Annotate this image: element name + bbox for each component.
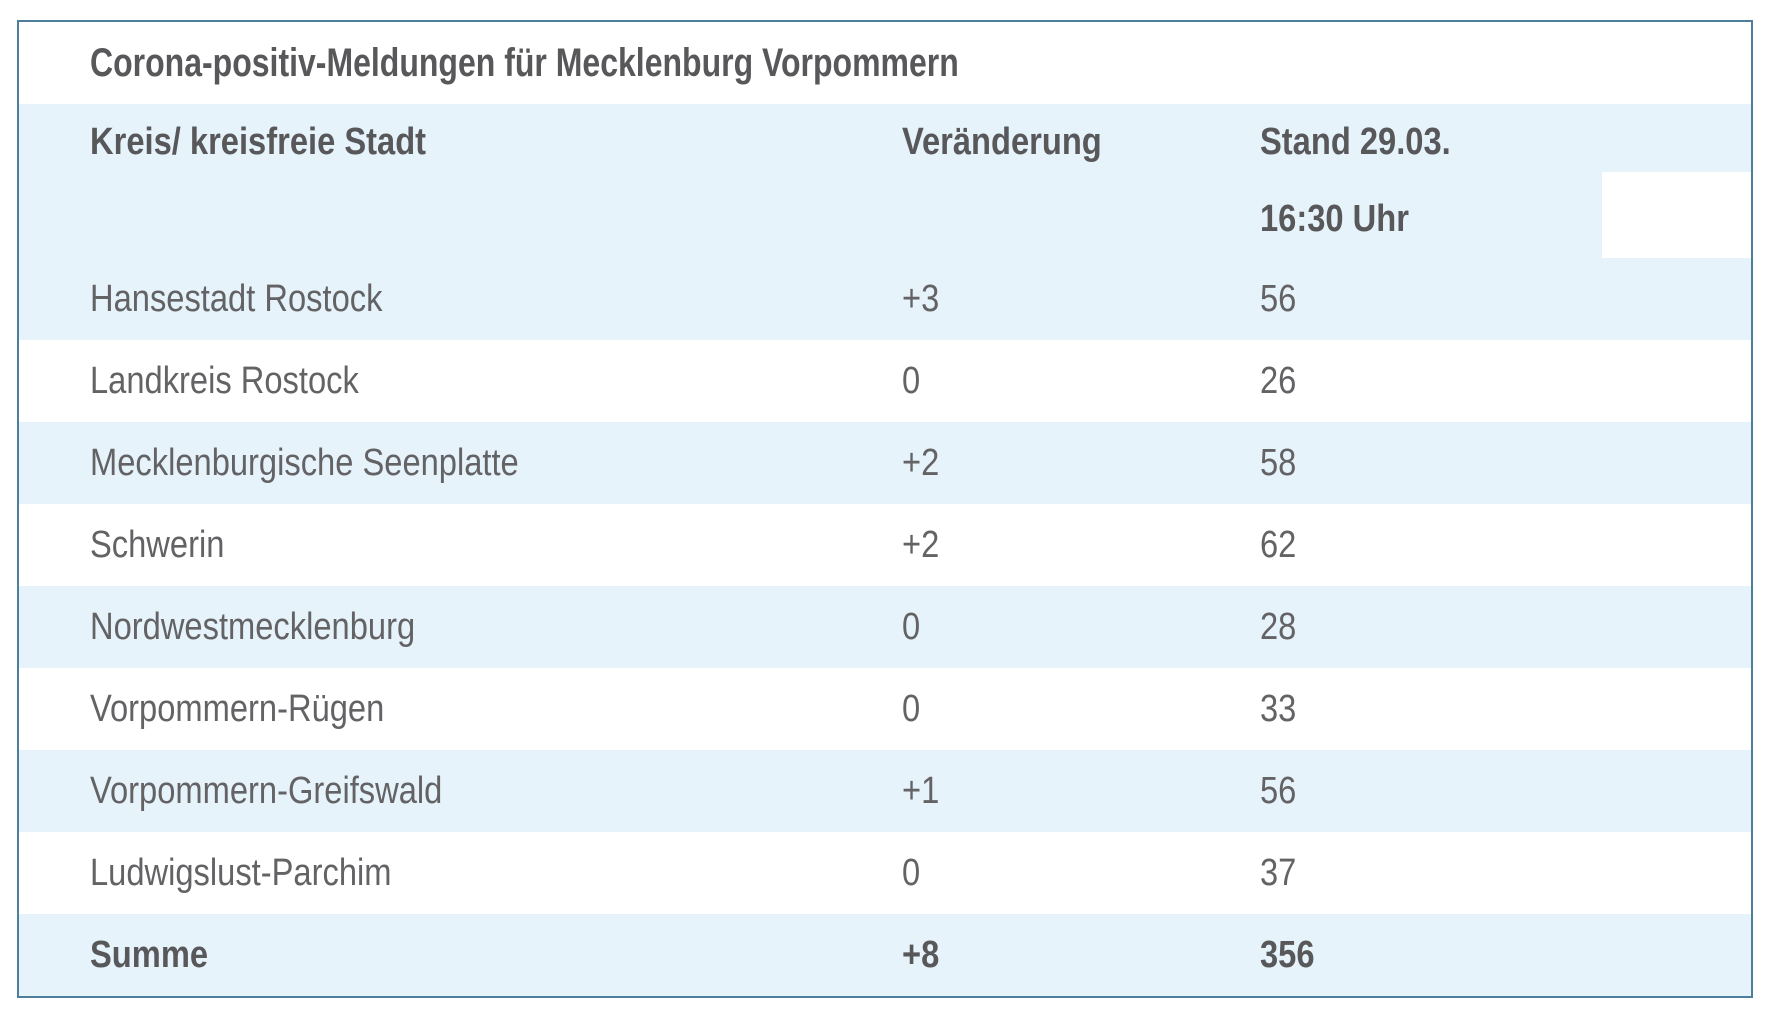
column-header-change: Veränderung [902,104,1260,258]
cell-region: Mecklenburgische Seenplatte [90,442,902,485]
cell-count: 28 [1260,606,1751,649]
change-value: 0 [902,851,921,894]
cell-change: 0 [902,606,1260,649]
region-label: Vorpommern-Greifswald [90,769,443,812]
total-change-value: +8 [902,933,940,976]
change-value: 0 [902,687,921,730]
table-row: Vorpommern-Rügen 0 33 [19,668,1751,750]
cell-region: Vorpommern-Rügen [90,688,902,731]
table-row: Mecklenburgische Seenplatte +2 58 [19,422,1751,504]
cell-total-change: +8 [902,934,1260,977]
total-label: Summe [90,933,209,976]
cell-change: +2 [902,442,1260,485]
table-row: Ludwigslust-Parchim 0 37 [19,832,1751,914]
cell-change: +3 [902,278,1260,321]
count-value: 62 [1260,523,1297,566]
cell-count: 33 [1260,688,1751,731]
cell-change: +2 [902,524,1260,567]
change-value: +3 [902,277,940,320]
cell-count: 26 [1260,360,1751,403]
cell-region: Nordwestmecklenburg [90,606,902,649]
change-value: 0 [902,605,921,648]
cell-change: +1 [902,770,1260,813]
column-header-region-label: Kreis/ kreisfreie Stadt [90,121,427,163]
corona-report-table: Corona-positiv-Meldungen für Mecklenburg… [17,20,1753,998]
table-title: Corona-positiv-Meldungen für Mecklenburg… [90,40,959,85]
cell-count: 56 [1260,278,1751,321]
count-value: 37 [1260,851,1297,894]
cell-region: Vorpommern-Greifswald [90,770,902,813]
region-label: Nordwestmecklenburg [90,605,416,648]
change-value: +2 [902,523,940,566]
column-header-stand-time: 16:30 Uhr [1260,198,1409,240]
table-title-row: Corona-positiv-Meldungen für Mecklenburg… [19,22,1751,104]
table-row: Landkreis Rostock 0 26 [19,340,1751,422]
column-header-change-label: Veränderung [902,121,1102,163]
cell-region: Landkreis Rostock [90,360,902,403]
table-row: Vorpommern-Greifswald +1 56 [19,750,1751,832]
cell-total-count: 356 [1260,934,1751,977]
count-value: 33 [1260,687,1297,730]
change-value: 0 [902,359,921,402]
cell-count: 56 [1260,770,1751,813]
region-label: Ludwigslust-Parchim [90,851,392,894]
region-label: Mecklenburgische Seenplatte [90,441,519,484]
cell-region: Schwerin [90,524,902,567]
cell-count: 37 [1260,852,1751,895]
column-header-stand: Stand 29.03. 16:30 Uhr [1260,104,1751,258]
cell-region: Ludwigslust-Parchim [90,852,902,895]
region-label: Hansestadt Rostock [90,277,383,320]
count-value: 56 [1260,277,1297,320]
table-row: Hansestadt Rostock +3 56 [19,258,1751,340]
cell-count: 58 [1260,442,1751,485]
count-value: 58 [1260,441,1297,484]
change-value: +1 [902,769,940,812]
cell-region: Hansestadt Rostock [90,278,902,321]
cell-change: 0 [902,852,1260,895]
cell-total-label: Summe [90,934,902,977]
table-row: Nordwestmecklenburg 0 28 [19,586,1751,668]
header-blank-overlay [1602,172,1751,258]
table-row: Schwerin +2 62 [19,504,1751,586]
column-header-region: Kreis/ kreisfreie Stadt [90,104,902,258]
table-total-row: Summe +8 356 [19,914,1751,996]
cell-change: 0 [902,360,1260,403]
total-count-value: 356 [1260,933,1315,976]
region-label: Landkreis Rostock [90,359,359,402]
cell-count: 62 [1260,524,1751,567]
region-label: Schwerin [90,523,225,566]
region-label: Vorpommern-Rügen [90,687,385,730]
table-body: Hansestadt Rostock +3 56 Landkreis Rosto… [19,258,1751,914]
count-value: 56 [1260,769,1297,812]
count-value: 26 [1260,359,1297,402]
count-value: 28 [1260,605,1297,648]
change-value: +2 [902,441,940,484]
column-header-stand-date: Stand 29.03. [1260,121,1451,163]
table-header-row: Kreis/ kreisfreie Stadt Veränderung Stan… [19,104,1751,258]
cell-change: 0 [902,688,1260,731]
